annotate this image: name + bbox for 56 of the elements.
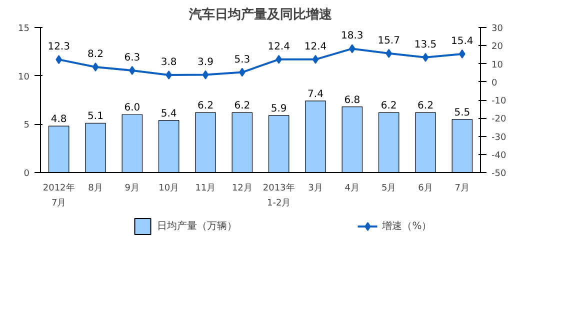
y2-tick-label: 30	[492, 24, 504, 34]
data-label: 5.1	[88, 111, 104, 122]
data-label: 12.3	[48, 42, 70, 53]
x-tick-label: 10月	[158, 184, 180, 194]
data-label: 8.2	[88, 49, 104, 60]
point	[422, 52, 429, 62]
data-label: 5.9	[270, 103, 287, 114]
y2-tick-label: -20	[492, 114, 506, 125]
y-tick-label: 10	[18, 72, 30, 82]
data-label: 7.4	[308, 88, 324, 100]
x-tick-label: 12月	[232, 184, 252, 194]
data-label: 6.2	[198, 100, 214, 112]
data-label: 12.4	[304, 41, 327, 52]
y2-tick-label: 20	[492, 42, 504, 52]
x-tick-label: 7月	[454, 184, 470, 194]
x-tick-label: 11月	[195, 184, 216, 194]
y2-tick-label: -10	[492, 96, 506, 106]
data-label: 15.4	[451, 36, 474, 47]
data-label: 3.8	[160, 56, 177, 68]
x-tick-label: 6月	[418, 184, 433, 194]
legend-label: 日均产量（万辆）	[157, 220, 238, 233]
category-label: 2012年 7月	[42, 184, 75, 208]
data-label: 3.9	[198, 56, 214, 68]
y-tick-label: 0	[24, 169, 30, 179]
y-tick-label: 15	[18, 24, 30, 34]
category-label: 2013年 1-2月	[262, 184, 295, 208]
x-tick-label: 8月	[88, 184, 103, 194]
y2-tick-label: -50	[492, 169, 506, 179]
y2-tick-label: -40	[492, 150, 506, 161]
x-tick-label: 5月	[381, 184, 396, 194]
y2-tick-label: 0	[492, 78, 498, 88]
x-tick-label: 3月	[308, 184, 323, 194]
data-label: 6.3	[124, 52, 140, 64]
y2-tick-label: -30	[492, 132, 506, 143]
data-label: 6.0	[124, 102, 140, 114]
data-label: 5.3	[234, 54, 250, 66]
data-label: 13.5	[414, 39, 437, 50]
point	[92, 62, 99, 72]
y-tick-label: 5	[24, 120, 30, 131]
x-tick-label: 4月	[344, 184, 360, 194]
x-tick-label: 9月	[124, 184, 140, 194]
data-label: 6.2	[418, 100, 434, 112]
data-label: 6.2	[234, 100, 250, 112]
y2-tick-label: 10	[492, 60, 504, 70]
chart-title: 汽车日均产量及同比增速	[188, 6, 333, 22]
point	[312, 54, 319, 64]
data-label: 15.7	[378, 35, 400, 46]
data-label: 6.2	[380, 100, 397, 112]
data-label: 4.8	[50, 114, 67, 126]
data-label: 5.4	[160, 108, 177, 120]
data-label: 12.4	[268, 41, 290, 52]
data-label: 6.8	[344, 94, 360, 106]
data-label: 5.5	[454, 107, 470, 118]
legend-label: 增速（%）	[382, 220, 432, 233]
point	[202, 70, 209, 80]
data-label: 18.3	[341, 30, 364, 42]
